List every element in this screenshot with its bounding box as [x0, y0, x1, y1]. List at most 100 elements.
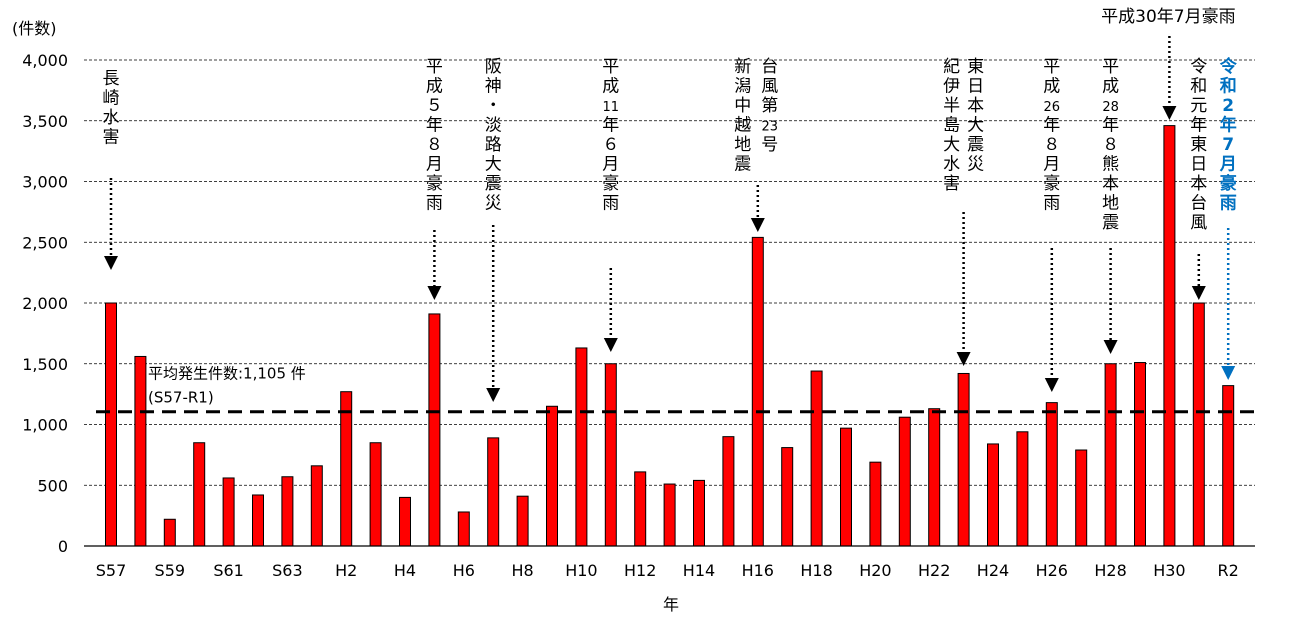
- bar: [840, 427, 852, 547]
- bar: [516, 495, 529, 547]
- bar: [1163, 125, 1176, 547]
- x-tick-label: S63: [272, 561, 303, 580]
- bar: [751, 236, 764, 547]
- x-tick-label: R2: [1218, 561, 1239, 580]
- annotation-3: 阪神・淡路大震災: [485, 57, 502, 402]
- annotation-9: 平成 26 年８月豪雨: [1043, 57, 1060, 392]
- annotation-7: 紀伊半島大水害: [943, 57, 971, 366]
- annotation-10: 平成 28 年８熊本地震: [1102, 57, 1119, 354]
- bar: [693, 479, 705, 547]
- x-tick-label: H26: [1036, 561, 1068, 580]
- bar: [134, 355, 147, 547]
- annotation-label: 長崎水害: [103, 69, 120, 148]
- annotation-label: 平成５年８月豪雨: [426, 57, 443, 214]
- bar: [487, 437, 500, 547]
- annotation-8: 東日本大震災: [967, 57, 984, 175]
- bar: [781, 447, 794, 547]
- bar: [163, 518, 176, 547]
- annotation-13: 令和 2 年 7 月豪雨: [1219, 56, 1238, 380]
- bar: [310, 465, 323, 547]
- x-tick-label: S61: [213, 561, 244, 580]
- bar: [928, 408, 941, 547]
- annotation-label: 台風第 23 号: [761, 57, 778, 155]
- annotation-label: 平成 26 年８月豪雨: [1043, 57, 1060, 214]
- average-sublabel: (S57-R1): [148, 389, 214, 407]
- bar: [957, 372, 970, 547]
- annotation-arrow-head: [427, 286, 442, 300]
- annotation-label: 平成 11 年６月豪雨: [602, 57, 619, 214]
- bar: [1192, 302, 1205, 547]
- bar: [575, 347, 588, 547]
- x-tick-label: H22: [918, 561, 950, 580]
- annotation-arrow-head: [104, 256, 118, 270]
- bar: [1134, 362, 1146, 547]
- annotation-label: 新潟中越地震: [734, 57, 751, 175]
- x-tick-label: H12: [624, 561, 656, 580]
- y-axis-label: (件数): [12, 19, 57, 38]
- x-tick-label: H24: [977, 561, 1009, 580]
- x-tick-label: S59: [155, 561, 186, 580]
- bar: [810, 370, 823, 547]
- bar: [428, 313, 441, 547]
- bar: [369, 442, 382, 547]
- bar: [722, 436, 735, 547]
- annotation-label: 阪神・淡路大震災: [485, 57, 502, 214]
- x-tick-labels: S57 S59 S61 S63 H2 H4 H6 H8 H10 H12 H14 H16 H18 H20 H2…: [96, 561, 1239, 580]
- bar: [457, 511, 470, 547]
- annotation-label: 平成 28 年８熊本地震: [1102, 57, 1119, 233]
- x-tick-label: H8: [511, 561, 533, 580]
- annotation-12: 令和元年東日本台風: [1190, 57, 1207, 300]
- y-tick-label: 3,000: [22, 173, 68, 192]
- bar: [1045, 402, 1058, 547]
- annotation-arrow-head: [1191, 286, 1206, 300]
- bar: [281, 476, 294, 547]
- bar: [1222, 385, 1235, 547]
- y-tick-label: 3,500: [22, 112, 68, 131]
- bar: [634, 471, 647, 547]
- bar: [546, 405, 558, 547]
- y-tick-label: 1,500: [22, 355, 68, 374]
- x-tick-label: H18: [800, 561, 832, 580]
- x-tick-label: H20: [859, 561, 891, 580]
- bar: [252, 494, 264, 547]
- annotation-2: 平成５年８月豪雨: [426, 57, 443, 300]
- bar: [105, 302, 117, 547]
- annotation-arrow-head: [603, 338, 618, 352]
- annotation-5: 新潟中越地震: [734, 57, 765, 232]
- y-tick-labels: 0 500 1,000 1,500 2,000 2,500 3,000 3,500 4,000: [22, 51, 68, 556]
- bar: [898, 416, 911, 547]
- grid-lines: [84, 59, 1255, 486]
- x-tick-label: H10: [565, 561, 597, 580]
- bar: [1104, 363, 1117, 547]
- y-tick-label: 4,000: [22, 51, 68, 70]
- y-tick-label: 2,500: [22, 233, 68, 252]
- annotation-label: 令和元年東日本台風: [1190, 57, 1207, 233]
- y-tick-label: 500: [37, 476, 68, 495]
- x-tick-label: H28: [1094, 561, 1126, 580]
- bar: [222, 477, 235, 547]
- bar: [340, 391, 353, 547]
- x-tick-label: H16: [742, 561, 774, 580]
- x-tick-label: S57: [96, 561, 127, 580]
- x-tick-label: H30: [1153, 561, 1185, 580]
- y-tick-label: 2,000: [22, 294, 68, 313]
- x-tick-label: H4: [394, 561, 416, 580]
- bar: [1075, 449, 1088, 547]
- annotation-arrow-head: [1044, 378, 1059, 392]
- annotation-arrow-head: [486, 388, 501, 402]
- annotation-label: 平成30年7月豪雨: [1101, 6, 1235, 27]
- annotation-arrow-head: [956, 352, 971, 366]
- annotation-11: 平成30年7月豪雨: [1101, 6, 1236, 120]
- bar: [399, 496, 411, 547]
- bars: [105, 125, 1235, 547]
- bar: [869, 461, 882, 547]
- x-tick-label: H2: [335, 561, 357, 580]
- annotation-label: 東日本大震災: [967, 57, 984, 175]
- x-tick-label: H6: [453, 561, 475, 580]
- bar: [987, 443, 999, 547]
- x-tick-label: H14: [683, 561, 715, 580]
- annotation-arrow-head: [750, 218, 765, 232]
- x-axis-label: 年: [663, 595, 679, 614]
